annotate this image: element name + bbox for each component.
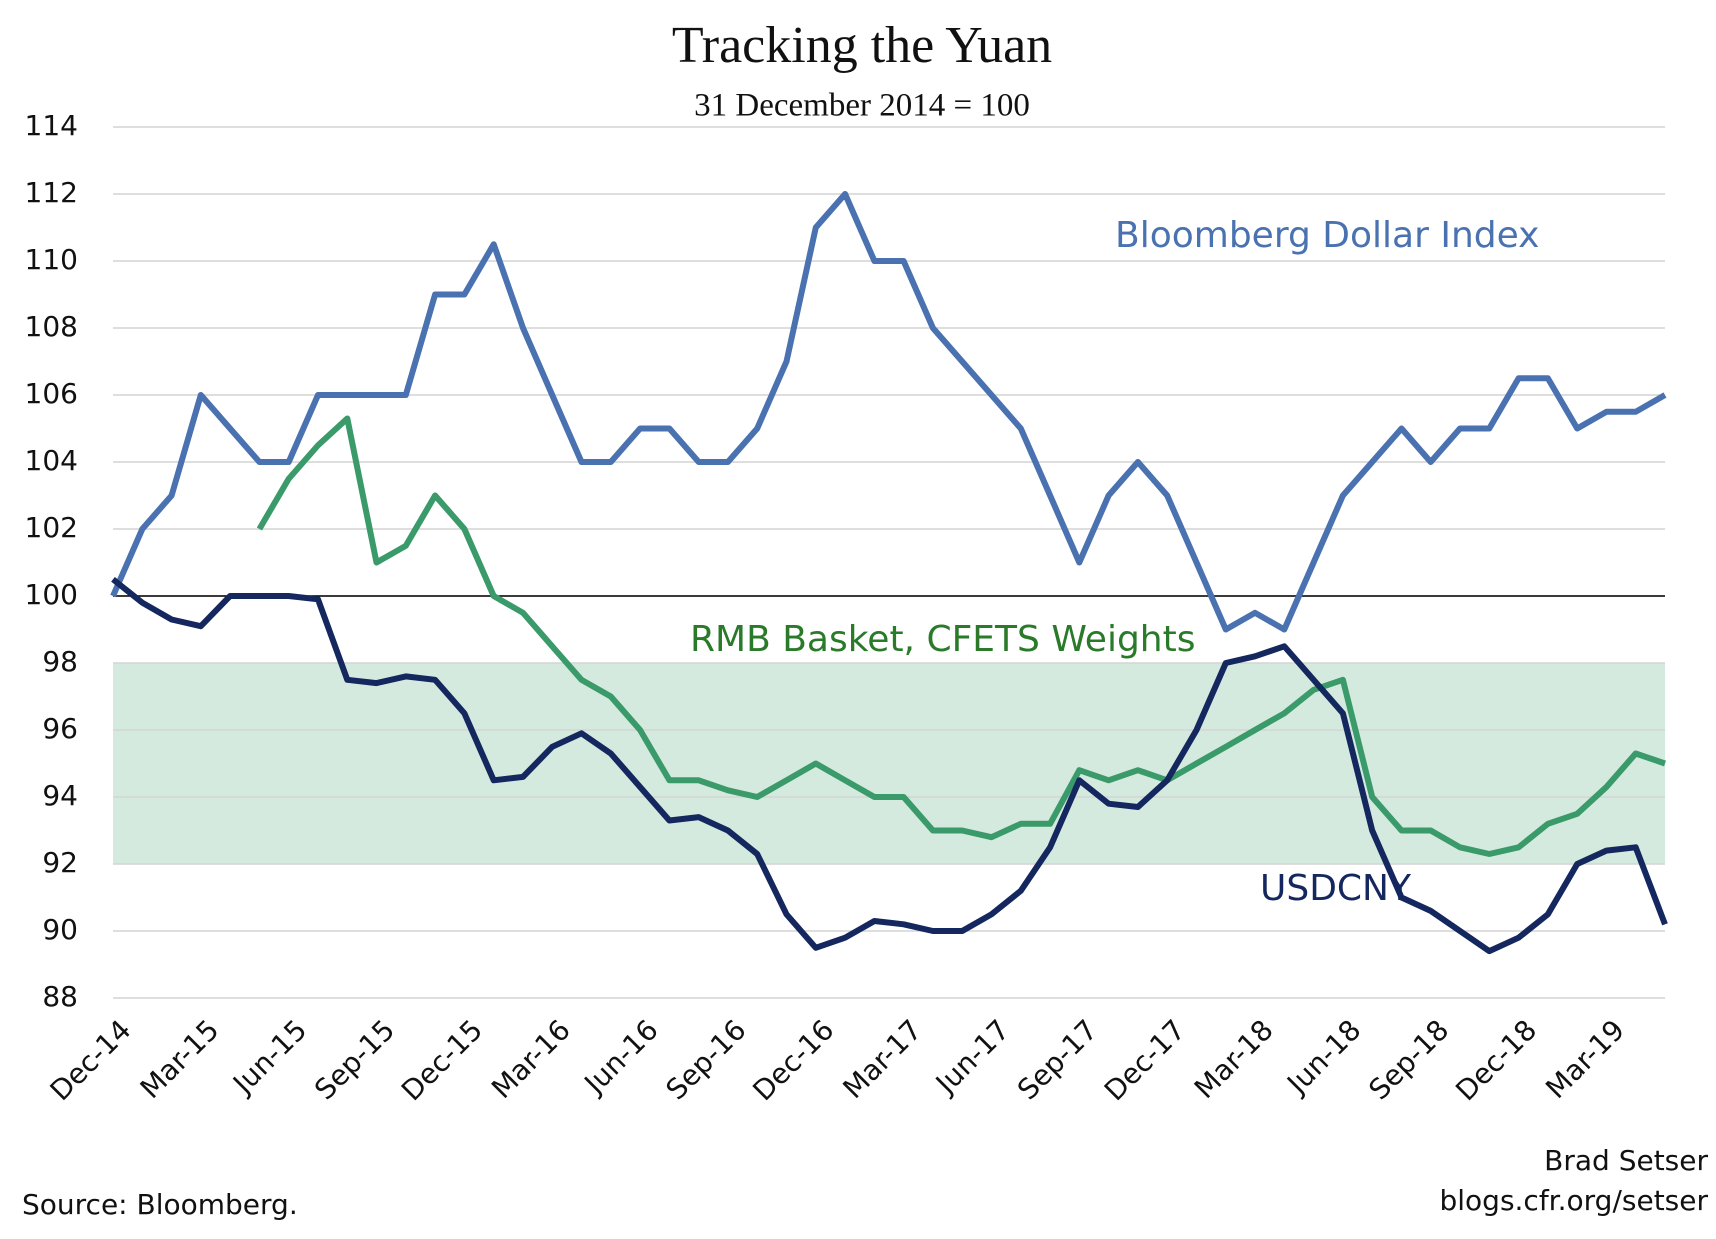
x-tick-label: Jun-18 bbox=[1279, 1013, 1367, 1101]
author: Brad Setser bbox=[1544, 1144, 1708, 1177]
x-tick-label: Jun-16 bbox=[577, 1013, 665, 1101]
series-line bbox=[110, 191, 1667, 633]
y-tick-label: 106 bbox=[25, 377, 78, 410]
series-label: USDCNY bbox=[1260, 868, 1412, 909]
x-tick-label: Mar-16 bbox=[485, 1013, 577, 1105]
x-tick-label: Sep-15 bbox=[308, 1013, 401, 1106]
series-line bbox=[111, 576, 1668, 955]
y-tick-label: 92 bbox=[42, 846, 78, 879]
y-tick-label: 108 bbox=[25, 310, 78, 343]
x-tick-label: Mar-19 bbox=[1539, 1013, 1631, 1105]
x-tick-label: Dec-18 bbox=[1449, 1013, 1543, 1107]
y-tick-label: 94 bbox=[42, 779, 78, 812]
y-tick-label: 114 bbox=[25, 109, 78, 142]
y-tick-label: 100 bbox=[25, 578, 78, 611]
x-tick-label: Sep-17 bbox=[1011, 1013, 1104, 1106]
y-tick-label: 104 bbox=[25, 444, 78, 477]
x-tick-label: Mar-17 bbox=[836, 1013, 928, 1105]
y-tick-label: 110 bbox=[25, 243, 78, 276]
series-label: Bloomberg Dollar Index bbox=[1115, 215, 1539, 256]
x-tick-label: Sep-16 bbox=[660, 1013, 753, 1106]
x-tick-label: Jun-17 bbox=[928, 1013, 1016, 1101]
series-line bbox=[256, 415, 1666, 857]
website: blogs.cfr.org/setser bbox=[1439, 1184, 1708, 1217]
x-tick-label: Dec-15 bbox=[395, 1013, 489, 1107]
y-tick-label: 88 bbox=[42, 980, 78, 1013]
x-tick-label: Jun-15 bbox=[225, 1013, 313, 1101]
series-label: RMB Basket, CFETS Weights bbox=[690, 619, 1196, 660]
x-tick-label: Mar-18 bbox=[1188, 1013, 1280, 1105]
x-tick-label: Mar-15 bbox=[134, 1013, 226, 1105]
y-tick-label: 96 bbox=[42, 712, 78, 745]
chart-title: Tracking the Yuan bbox=[672, 17, 1052, 74]
x-tick-label: Dec-17 bbox=[1098, 1013, 1192, 1107]
y-tick-label: 90 bbox=[42, 913, 78, 946]
y-tick-label: 102 bbox=[25, 511, 78, 544]
x-tick-label: Dec-14 bbox=[44, 1013, 138, 1107]
x-tick-label: Sep-18 bbox=[1362, 1013, 1455, 1106]
y-tick-label: 112 bbox=[25, 176, 78, 209]
x-tick-label: Dec-16 bbox=[746, 1013, 840, 1107]
chart-subtitle: 31 December 2014 = 100 bbox=[694, 88, 1030, 124]
y-tick-label: 98 bbox=[42, 645, 78, 678]
source-note: Source: Bloomberg. bbox=[22, 1188, 298, 1221]
